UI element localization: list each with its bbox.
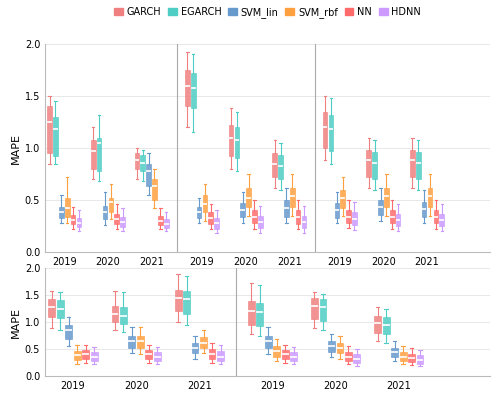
Text: SSE50: SSE50 [230, 331, 261, 341]
PathPatch shape [345, 352, 352, 361]
Legend: GARCH, EGARCH, SVM_lin, SVM_rbf, NN, HDNN: GARCH, EGARCH, SVM_lin, SVM_rbf, NN, HDN… [110, 3, 425, 22]
PathPatch shape [290, 188, 294, 207]
PathPatch shape [396, 214, 400, 226]
PathPatch shape [340, 190, 345, 208]
PathPatch shape [296, 210, 300, 224]
PathPatch shape [114, 214, 119, 224]
PathPatch shape [428, 188, 432, 207]
Text: ChinNext: ChinNext [361, 331, 406, 341]
PathPatch shape [66, 325, 72, 339]
PathPatch shape [416, 152, 420, 179]
PathPatch shape [400, 352, 406, 361]
PathPatch shape [48, 106, 52, 153]
PathPatch shape [57, 300, 64, 318]
PathPatch shape [248, 302, 254, 325]
PathPatch shape [252, 210, 257, 223]
Y-axis label: MAPE: MAPE [10, 132, 20, 164]
PathPatch shape [256, 303, 263, 326]
PathPatch shape [246, 188, 251, 207]
PathPatch shape [391, 348, 398, 357]
PathPatch shape [366, 150, 371, 177]
PathPatch shape [152, 179, 157, 200]
PathPatch shape [282, 350, 288, 359]
PathPatch shape [311, 298, 318, 319]
PathPatch shape [323, 112, 328, 148]
PathPatch shape [202, 195, 207, 212]
PathPatch shape [65, 198, 70, 217]
PathPatch shape [74, 351, 80, 360]
PathPatch shape [146, 350, 152, 359]
PathPatch shape [154, 352, 160, 361]
PathPatch shape [278, 155, 283, 179]
PathPatch shape [48, 299, 55, 317]
PathPatch shape [134, 153, 140, 169]
PathPatch shape [440, 214, 444, 226]
PathPatch shape [183, 291, 190, 314]
PathPatch shape [372, 152, 377, 179]
PathPatch shape [197, 207, 202, 218]
PathPatch shape [408, 354, 415, 362]
PathPatch shape [164, 219, 168, 228]
PathPatch shape [91, 140, 96, 169]
PathPatch shape [108, 198, 113, 212]
PathPatch shape [290, 352, 297, 361]
PathPatch shape [82, 350, 89, 359]
PathPatch shape [320, 299, 326, 321]
PathPatch shape [240, 203, 245, 217]
Y-axis label: MAPE: MAPE [10, 306, 20, 338]
PathPatch shape [76, 218, 81, 227]
PathPatch shape [128, 336, 136, 348]
PathPatch shape [328, 115, 334, 151]
PathPatch shape [265, 336, 272, 348]
PathPatch shape [336, 342, 344, 353]
PathPatch shape [302, 216, 306, 228]
PathPatch shape [208, 349, 216, 359]
PathPatch shape [200, 337, 207, 348]
PathPatch shape [217, 351, 224, 361]
PathPatch shape [214, 218, 219, 229]
PathPatch shape [120, 308, 127, 324]
PathPatch shape [158, 216, 162, 225]
PathPatch shape [284, 200, 288, 217]
PathPatch shape [192, 342, 198, 353]
PathPatch shape [137, 336, 144, 348]
PathPatch shape [191, 73, 196, 108]
PathPatch shape [53, 117, 58, 156]
PathPatch shape [228, 125, 234, 156]
PathPatch shape [434, 210, 438, 223]
PathPatch shape [175, 290, 182, 311]
PathPatch shape [234, 127, 239, 158]
PathPatch shape [97, 138, 102, 171]
PathPatch shape [328, 341, 335, 352]
PathPatch shape [334, 203, 339, 218]
PathPatch shape [120, 217, 125, 227]
PathPatch shape [374, 316, 381, 333]
PathPatch shape [384, 188, 388, 207]
PathPatch shape [422, 202, 426, 217]
PathPatch shape [140, 155, 145, 171]
PathPatch shape [272, 153, 277, 177]
PathPatch shape [274, 346, 280, 356]
PathPatch shape [410, 150, 415, 177]
PathPatch shape [185, 70, 190, 106]
PathPatch shape [378, 200, 383, 214]
PathPatch shape [346, 210, 351, 223]
PathPatch shape [354, 354, 360, 363]
PathPatch shape [258, 216, 262, 228]
PathPatch shape [90, 352, 98, 361]
Text: CSI300: CSI300 [91, 331, 125, 341]
PathPatch shape [352, 212, 357, 225]
PathPatch shape [146, 164, 151, 186]
PathPatch shape [112, 306, 118, 322]
PathPatch shape [59, 207, 64, 218]
PathPatch shape [416, 356, 424, 364]
PathPatch shape [102, 206, 108, 219]
PathPatch shape [383, 317, 390, 334]
PathPatch shape [208, 212, 213, 224]
PathPatch shape [70, 214, 76, 224]
PathPatch shape [390, 210, 394, 223]
